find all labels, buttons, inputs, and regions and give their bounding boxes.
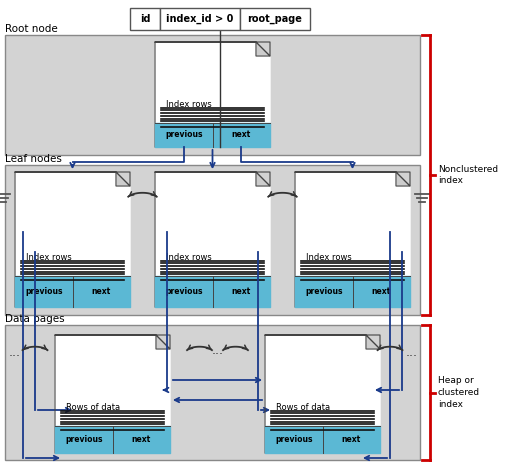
Text: Index rows: Index rows: [167, 253, 212, 262]
Text: Rows of data: Rows of data: [277, 403, 331, 412]
Text: next: next: [232, 287, 251, 296]
Text: Data pages: Data pages: [5, 314, 65, 324]
Polygon shape: [295, 172, 410, 307]
Text: previous: previous: [65, 435, 102, 444]
Text: next: next: [132, 435, 151, 444]
Text: Root node: Root node: [5, 24, 58, 34]
Polygon shape: [156, 335, 170, 349]
Text: previous: previous: [305, 287, 342, 296]
Text: previous: previous: [165, 287, 203, 296]
Text: Rows of data: Rows of data: [66, 403, 121, 412]
Text: Index rows: Index rows: [27, 253, 72, 262]
Polygon shape: [256, 42, 270, 56]
Bar: [240, 8, 310, 30]
Polygon shape: [155, 42, 270, 147]
Text: index_id > 0: index_id > 0: [167, 14, 234, 24]
Text: ...: ...: [9, 346, 21, 360]
Text: id: id: [140, 14, 150, 24]
Text: next: next: [372, 287, 391, 296]
Polygon shape: [265, 335, 380, 453]
Text: Index rows: Index rows: [306, 253, 352, 262]
Text: next: next: [91, 287, 111, 296]
Polygon shape: [116, 172, 130, 186]
Text: previous: previous: [275, 435, 313, 444]
Text: Nonclustered
index: Nonclustered index: [438, 164, 498, 185]
Polygon shape: [155, 172, 270, 307]
Bar: [130, 8, 160, 30]
Text: Leaf nodes: Leaf nodes: [5, 154, 62, 164]
Polygon shape: [256, 172, 270, 186]
Bar: [5, 325, 420, 460]
Polygon shape: [366, 335, 380, 349]
Text: next: next: [342, 435, 361, 444]
Text: next: next: [232, 130, 251, 140]
Bar: [5, 165, 420, 315]
Bar: [5, 35, 420, 155]
Text: previous: previous: [165, 130, 203, 140]
Polygon shape: [55, 335, 170, 453]
Text: Index rows: Index rows: [167, 101, 212, 110]
Text: previous: previous: [25, 287, 63, 296]
Text: ...: ...: [211, 345, 224, 358]
Bar: [160, 8, 240, 30]
Polygon shape: [396, 172, 410, 186]
Text: Heap or
clustered
index: Heap or clustered index: [438, 376, 480, 409]
Polygon shape: [15, 172, 130, 307]
Text: root_page: root_page: [248, 14, 302, 24]
Text: ...: ...: [406, 346, 418, 360]
